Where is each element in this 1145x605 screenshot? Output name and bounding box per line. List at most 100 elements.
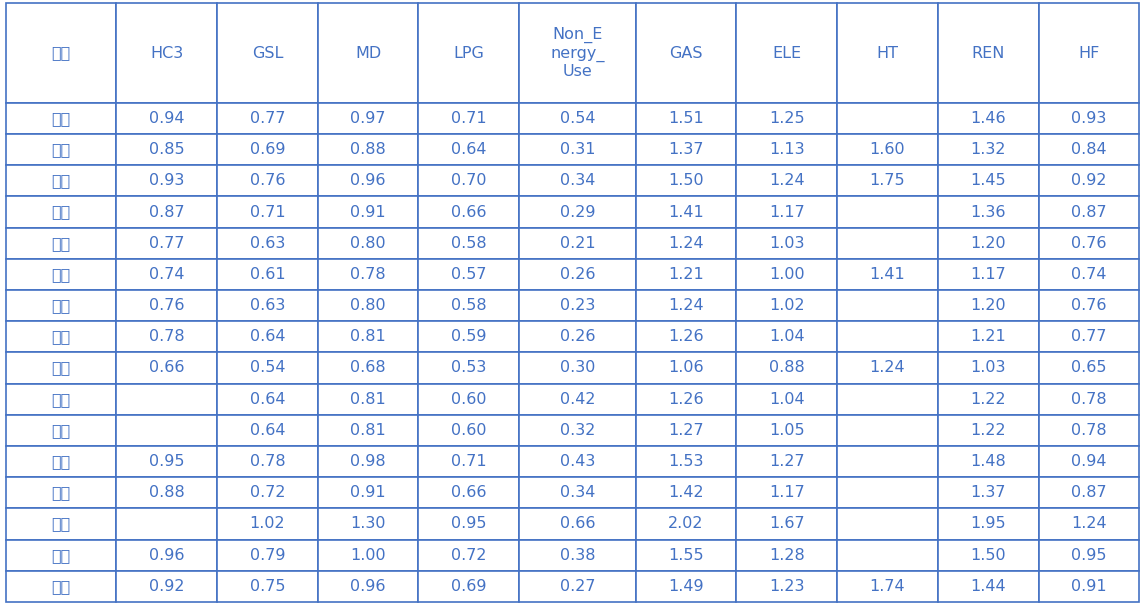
Bar xyxy=(938,165,1039,197)
Bar xyxy=(635,227,736,259)
Bar xyxy=(736,508,837,540)
Text: 1.51: 1.51 xyxy=(669,111,704,126)
Bar xyxy=(635,508,736,540)
Bar xyxy=(6,446,117,477)
Bar xyxy=(1039,415,1139,446)
Text: 0.93: 0.93 xyxy=(149,174,184,188)
Text: 울산: 울산 xyxy=(52,391,71,407)
Text: 1.49: 1.49 xyxy=(669,579,704,594)
Bar xyxy=(635,290,736,321)
Bar xyxy=(117,571,218,602)
Bar xyxy=(418,477,519,508)
Text: 1.24: 1.24 xyxy=(870,361,906,376)
Bar xyxy=(317,446,418,477)
Text: 0.87: 0.87 xyxy=(1071,485,1107,500)
Bar xyxy=(218,197,317,227)
Bar xyxy=(6,477,117,508)
Bar xyxy=(519,384,635,415)
Bar xyxy=(938,103,1039,134)
Bar xyxy=(635,446,736,477)
Bar xyxy=(6,571,117,602)
Bar xyxy=(938,571,1039,602)
Bar xyxy=(218,321,317,352)
Bar xyxy=(218,415,317,446)
Text: 0.96: 0.96 xyxy=(350,174,386,188)
Bar xyxy=(1039,352,1139,384)
Bar xyxy=(6,352,117,384)
Text: 0.65: 0.65 xyxy=(1071,361,1106,376)
Text: 0.78: 0.78 xyxy=(1071,423,1107,438)
Bar xyxy=(317,508,418,540)
Bar xyxy=(635,352,736,384)
Bar xyxy=(218,540,317,571)
Bar xyxy=(218,134,317,165)
Bar xyxy=(1039,227,1139,259)
Bar xyxy=(317,134,418,165)
Text: 0.26: 0.26 xyxy=(560,267,595,282)
Bar xyxy=(6,134,117,165)
Text: 1.67: 1.67 xyxy=(769,517,805,531)
Bar xyxy=(635,165,736,197)
Bar xyxy=(117,477,218,508)
Text: 1.24: 1.24 xyxy=(669,298,704,313)
Text: 1.37: 1.37 xyxy=(971,485,1006,500)
Bar xyxy=(837,197,938,227)
Text: 0.34: 0.34 xyxy=(560,174,595,188)
Text: Non_E
nergy_
Use: Non_E nergy_ Use xyxy=(550,27,605,79)
Text: 0.81: 0.81 xyxy=(350,423,386,438)
Text: 0.95: 0.95 xyxy=(451,517,487,531)
Bar xyxy=(635,134,736,165)
Bar xyxy=(418,3,519,103)
Text: 1.23: 1.23 xyxy=(769,579,805,594)
Text: 1.02: 1.02 xyxy=(250,517,285,531)
Bar xyxy=(736,197,837,227)
Text: 0.27: 0.27 xyxy=(560,579,595,594)
Text: MD: MD xyxy=(355,45,381,61)
Bar xyxy=(6,290,117,321)
Bar xyxy=(837,415,938,446)
Text: 0.81: 0.81 xyxy=(350,391,386,407)
Bar xyxy=(1039,321,1139,352)
Text: 1.22: 1.22 xyxy=(970,391,1006,407)
Text: 1.55: 1.55 xyxy=(669,548,704,563)
Bar xyxy=(418,540,519,571)
Text: 0.93: 0.93 xyxy=(1072,111,1106,126)
Text: 1.32: 1.32 xyxy=(971,142,1006,157)
Text: 0.96: 0.96 xyxy=(350,579,386,594)
Bar xyxy=(218,103,317,134)
Text: 1.53: 1.53 xyxy=(669,454,704,469)
Bar xyxy=(218,384,317,415)
Bar xyxy=(6,415,117,446)
Text: 경북: 경북 xyxy=(52,204,71,220)
Bar xyxy=(317,352,418,384)
Text: 경기: 경기 xyxy=(52,142,71,157)
Text: 0.63: 0.63 xyxy=(250,236,285,250)
Bar xyxy=(117,384,218,415)
Text: 1.24: 1.24 xyxy=(669,236,704,250)
Text: 제주: 제주 xyxy=(52,517,71,531)
Text: 0.42: 0.42 xyxy=(560,391,595,407)
Text: 1.00: 1.00 xyxy=(769,267,805,282)
Text: 1.06: 1.06 xyxy=(669,361,704,376)
Bar xyxy=(117,103,218,134)
Bar xyxy=(635,477,736,508)
Bar xyxy=(317,477,418,508)
Text: 1.04: 1.04 xyxy=(769,329,805,344)
Text: 0.64: 0.64 xyxy=(250,423,285,438)
Text: 1.27: 1.27 xyxy=(669,423,704,438)
Bar xyxy=(736,415,837,446)
Bar xyxy=(117,352,218,384)
Bar xyxy=(736,352,837,384)
Text: 1.21: 1.21 xyxy=(669,267,704,282)
Bar xyxy=(938,227,1039,259)
Bar xyxy=(1039,134,1139,165)
Text: 0.59: 0.59 xyxy=(451,329,487,344)
Bar xyxy=(117,227,218,259)
Bar xyxy=(1039,259,1139,290)
Text: 0.75: 0.75 xyxy=(250,579,285,594)
Text: 1.17: 1.17 xyxy=(769,485,805,500)
Bar xyxy=(418,384,519,415)
Bar xyxy=(317,384,418,415)
Bar xyxy=(1039,477,1139,508)
Bar xyxy=(117,290,218,321)
